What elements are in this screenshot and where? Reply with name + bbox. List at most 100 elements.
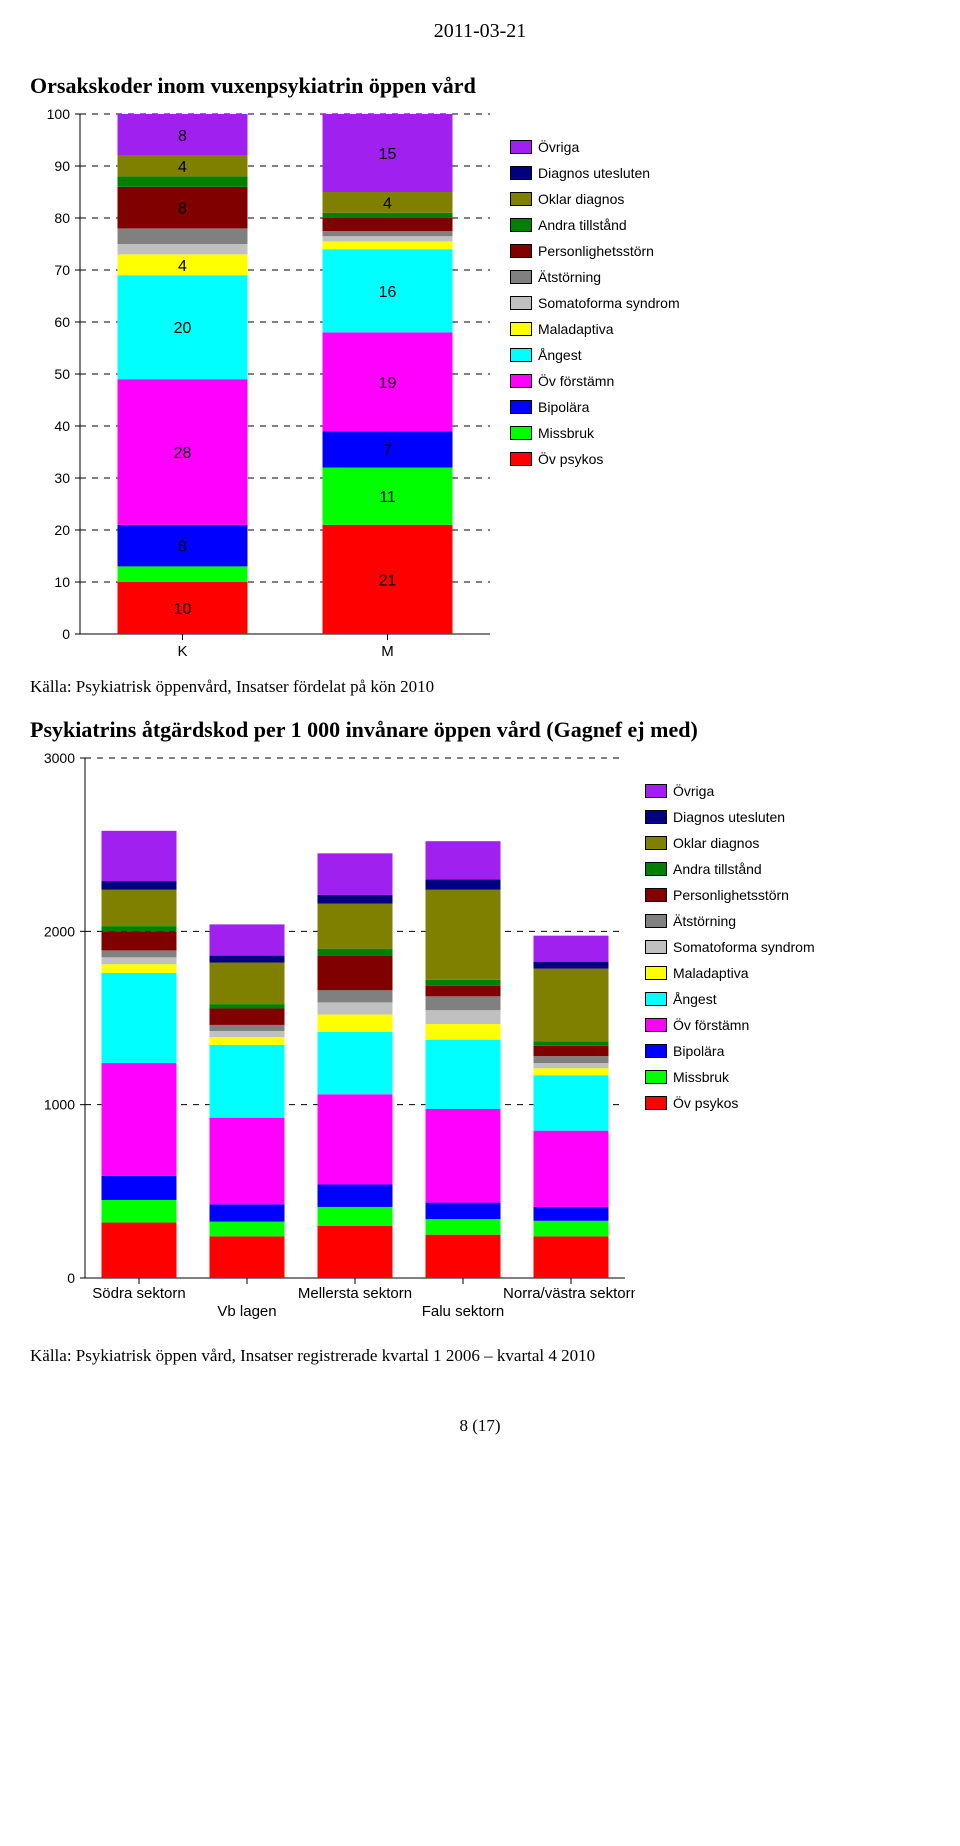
bar-segment	[534, 1068, 609, 1075]
bar-segment	[534, 1046, 609, 1056]
svg-text:15: 15	[379, 146, 397, 163]
svg-text:20: 20	[54, 522, 70, 538]
legend-label: Oklar diagnos	[673, 835, 759, 851]
legend-swatch	[510, 270, 532, 284]
bar-segment	[102, 1223, 177, 1278]
legend-item: Ångest	[510, 347, 680, 363]
legend-swatch	[645, 992, 667, 1006]
bar-segment	[318, 1094, 393, 1184]
bar-segment	[210, 924, 285, 955]
svg-text:50: 50	[54, 366, 70, 382]
legend-label: Bipolära	[538, 399, 589, 415]
chart1-caption: Källa: Psykiatrisk öppenvård, Insatser f…	[30, 677, 930, 697]
svg-text:19: 19	[379, 375, 397, 392]
chart1-legend: ÖvrigaDiagnos uteslutenOklar diagnosAndr…	[510, 109, 680, 467]
legend-swatch	[645, 1018, 667, 1032]
svg-text:100: 100	[47, 109, 71, 122]
bar-segment	[210, 956, 285, 963]
bar-segment	[102, 957, 177, 964]
bar-segment	[318, 1032, 393, 1094]
legend-item: Oklar diagnos	[645, 835, 815, 851]
legend-item: Övriga	[645, 783, 815, 799]
legend-item: Bipolära	[645, 1043, 815, 1059]
bar-segment	[534, 1236, 609, 1278]
bar-segment	[318, 853, 393, 895]
bar-segment	[102, 890, 177, 926]
legend-item: Öv förstämn	[510, 373, 680, 389]
chart2-wrap: 0100020003000Södra sektornMellersta sekt…	[30, 753, 930, 1338]
bar-segment	[102, 1200, 177, 1223]
legend-label: Övriga	[538, 139, 579, 155]
legend-item: Öv psykos	[510, 451, 680, 467]
svg-text:28: 28	[174, 445, 192, 462]
chart1-wrap: 010203040506070809010010828204848K211171…	[30, 109, 930, 669]
legend-item: Öv psykos	[645, 1095, 815, 1111]
svg-text:Södra sektorn: Södra sektorn	[92, 1285, 185, 1302]
legend-item: Maladaptiva	[645, 965, 815, 981]
legend-item: Somatoforma syndrom	[645, 939, 815, 955]
svg-text:Norra/västra sektorn: Norra/västra sektorn	[503, 1285, 635, 1302]
bar-segment	[426, 1203, 501, 1219]
legend-swatch	[645, 1096, 667, 1110]
svg-text:21: 21	[379, 572, 397, 589]
chart1-svg: 010203040506070809010010828204848K211171…	[30, 109, 500, 669]
legend-item: Missbruk	[510, 425, 680, 441]
svg-text:70: 70	[54, 262, 70, 278]
legend-item: Personlighetsstörn	[510, 243, 680, 259]
legend-label: Somatoforma syndrom	[538, 295, 680, 311]
legend-swatch	[510, 322, 532, 336]
bar-segment	[102, 881, 177, 890]
legend-label: Öv förstämn	[673, 1017, 749, 1033]
svg-text:80: 80	[54, 210, 70, 226]
legend-swatch	[645, 784, 667, 798]
bar-segment	[534, 969, 609, 1042]
svg-text:8: 8	[178, 128, 187, 145]
bar-segment	[534, 1207, 609, 1221]
svg-text:20: 20	[174, 320, 192, 337]
legend-item: Personlighetsstörn	[645, 887, 815, 903]
bar-segment	[318, 904, 393, 949]
bar-segment	[118, 228, 248, 244]
bar-segment	[210, 1004, 285, 1008]
bar-segment	[534, 1131, 609, 1207]
legend-swatch	[645, 1044, 667, 1058]
bar-segment	[426, 1235, 501, 1278]
legend-swatch	[645, 1070, 667, 1084]
legend-swatch	[510, 374, 532, 388]
legend-label: Somatoforma syndrom	[673, 939, 815, 955]
bar-segment	[102, 950, 177, 957]
legend-item: Diagnos utesluten	[645, 809, 815, 825]
bar-segment	[323, 218, 453, 231]
legend-item: Andra tillstånd	[645, 861, 815, 877]
legend-item: Bipolära	[510, 399, 680, 415]
header-date: 2011-03-21	[30, 20, 930, 43]
bar-segment	[426, 986, 501, 996]
legend-swatch	[510, 400, 532, 414]
svg-text:3000: 3000	[44, 753, 75, 766]
bar-segment	[318, 895, 393, 904]
bar-segment	[323, 236, 453, 241]
svg-text:40: 40	[54, 418, 70, 434]
bar-segment	[534, 936, 609, 962]
legend-label: Diagnos utesluten	[673, 809, 785, 825]
bar-segment	[426, 890, 501, 980]
legend-label: Personlighetsstörn	[538, 243, 654, 259]
legend-label: Övriga	[673, 783, 714, 799]
bar-segment	[534, 962, 609, 969]
legend-swatch	[510, 166, 532, 180]
bar-segment	[323, 241, 453, 249]
bar-segment	[210, 1118, 285, 1205]
bar-segment	[102, 1063, 177, 1176]
legend-label: Missbruk	[538, 425, 594, 441]
bar-segment	[210, 1222, 285, 1237]
bar-segment	[534, 1075, 609, 1130]
svg-text:90: 90	[54, 158, 70, 174]
bar-segment	[118, 566, 248, 582]
bar-segment	[210, 1037, 285, 1045]
legend-label: Ätstörning	[673, 913, 736, 929]
bar-segment	[426, 879, 501, 889]
legend-swatch	[510, 452, 532, 466]
legend-label: Öv psykos	[538, 451, 603, 467]
bar-segment	[426, 996, 501, 1010]
bar-segment	[426, 1109, 501, 1203]
